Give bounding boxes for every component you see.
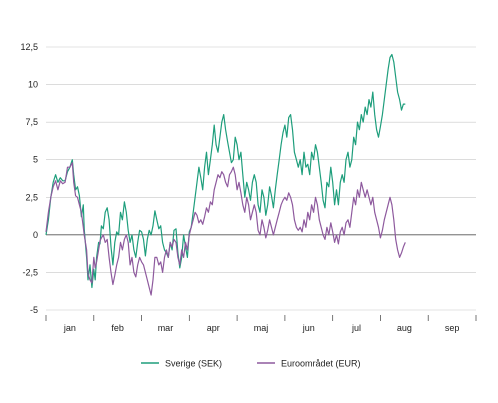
y-axis-tick-labels: 12,5 10 7,5 5 2,5 0 -2,5 -5 — [20, 42, 38, 315]
y-tick-label: 7,5 — [25, 117, 38, 127]
legend-item-sek: Sverige (SEK) — [141, 359, 222, 369]
y-tick-label: 10 — [28, 80, 38, 90]
series-line-eur — [45, 162, 406, 296]
y-tick-label: -5 — [30, 305, 38, 315]
x-tick-label: sep — [445, 323, 460, 333]
series-lines — [45, 53, 406, 296]
y-tick-label: 12,5 — [20, 42, 38, 52]
y-tick-label: 5 — [33, 155, 38, 165]
x-tick-label: apr — [207, 323, 220, 333]
x-axis-ticks: jan feb mar apr maj jun jul aug sep — [45, 315, 477, 333]
legend-label-sek: Sverige (SEK) — [165, 359, 222, 369]
series-line-sek — [45, 53, 406, 289]
x-tick-label: jun — [302, 323, 315, 333]
x-tick-label: maj — [254, 323, 269, 333]
x-tick-label: mar — [158, 323, 174, 333]
x-tick-label: aug — [397, 323, 412, 333]
x-tick-label: jul — [351, 323, 361, 333]
y-tick-label: 0 — [33, 230, 38, 240]
legend-item-eur: Euroområdet (EUR) — [257, 359, 361, 369]
x-tick-label: jan — [63, 323, 76, 333]
y-tick-label: -2,5 — [22, 267, 38, 277]
x-tick-label: feb — [111, 323, 124, 333]
legend-label-eur: Euroområdet (EUR) — [281, 359, 361, 369]
legend: Sverige (SEK) Euroområdet (EUR) — [141, 359, 361, 369]
y-tick-label: 2,5 — [25, 192, 38, 202]
